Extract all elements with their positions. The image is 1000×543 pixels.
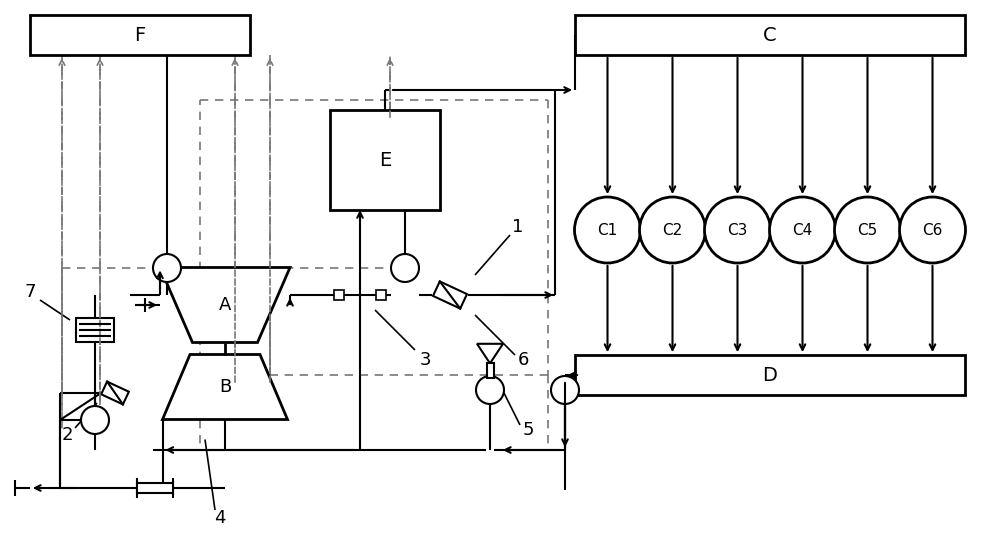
Circle shape	[574, 197, 640, 263]
Text: 7: 7	[24, 283, 36, 301]
Text: 5: 5	[522, 421, 534, 439]
Text: 1: 1	[512, 218, 524, 236]
Polygon shape	[101, 382, 129, 405]
Bar	[330, 110, 440, 210]
Text: A: A	[219, 296, 231, 314]
Polygon shape	[160, 268, 290, 343]
Text: C6: C6	[922, 223, 943, 237]
Polygon shape	[163, 355, 288, 420]
Text: C: C	[763, 26, 777, 45]
Bar	[76, 318, 114, 342]
Bar	[137, 483, 173, 493]
Text: E: E	[379, 150, 391, 169]
Circle shape	[769, 197, 835, 263]
Text: C2: C2	[662, 223, 683, 237]
Bar	[30, 15, 250, 55]
Text: C4: C4	[792, 223, 813, 237]
Text: B: B	[219, 378, 231, 396]
Text: 3: 3	[419, 351, 431, 369]
Bar	[575, 355, 965, 395]
Circle shape	[153, 254, 181, 282]
Bar	[334, 290, 344, 300]
Circle shape	[899, 197, 965, 263]
Circle shape	[704, 197, 770, 263]
Circle shape	[551, 376, 579, 404]
Bar	[376, 290, 386, 300]
Text: C1: C1	[597, 223, 618, 237]
Text: C3: C3	[727, 223, 748, 237]
Circle shape	[391, 254, 419, 282]
Text: C5: C5	[857, 223, 878, 237]
Text: D: D	[763, 365, 777, 384]
Circle shape	[834, 197, 900, 263]
Bar	[575, 15, 965, 55]
Bar	[486, 363, 494, 378]
Circle shape	[476, 376, 504, 404]
Circle shape	[81, 406, 109, 434]
Text: 2: 2	[61, 426, 73, 444]
Polygon shape	[433, 281, 467, 308]
Polygon shape	[477, 344, 503, 363]
Circle shape	[640, 197, 706, 263]
Text: F: F	[134, 26, 146, 45]
Text: 4: 4	[214, 509, 226, 527]
Text: 6: 6	[517, 351, 529, 369]
